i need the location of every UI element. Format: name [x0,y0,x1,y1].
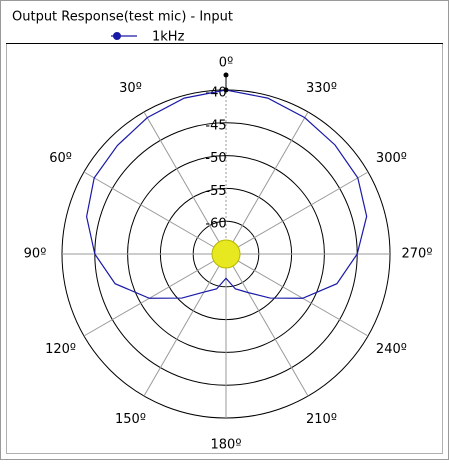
spoke [225,111,309,255]
spoke [143,253,227,397]
series-line [85,89,368,299]
pointer-dot [223,87,229,93]
r-tick-label: -60 [205,217,226,232]
polar-grid: 0º 30º 60º 90º 120º 150º 180º 210º 240º 270º 300º 3… [24,56,433,453]
chart-title: Output Response(test mic) - Input [12,10,233,25]
r-tick-label: -55 [205,184,226,199]
spoke [143,111,227,255]
angle-label: 30º [119,81,142,96]
spoke [83,253,227,337]
spoke [225,253,309,397]
r-tick-label: -40 [205,86,226,101]
angle-label: 180º [211,438,242,453]
spoke [83,171,227,255]
angle-label: 270º [402,247,433,262]
pointer-dot [223,72,229,78]
angle-label: 60º [49,151,72,166]
legend-marker [113,32,121,40]
angle-label: 120º [45,342,76,357]
angle-label: 150º [115,412,146,427]
center-disk [211,239,241,269]
legend: 1kHz [111,30,185,45]
r-tick-label: -45 [205,118,226,133]
spoke [225,253,369,337]
angle-label: 210º [306,412,337,427]
angle-label: 0º [219,56,233,71]
spoke [225,171,369,255]
legend-label: 1kHz [152,30,185,45]
angle-label: 300º [376,151,407,166]
angle-label: 90º [24,247,47,262]
r-tick-label: -50 [205,151,226,166]
angle-label: 330º [306,81,337,96]
plot-area [85,89,368,299]
angle-label: 240º [376,342,407,357]
